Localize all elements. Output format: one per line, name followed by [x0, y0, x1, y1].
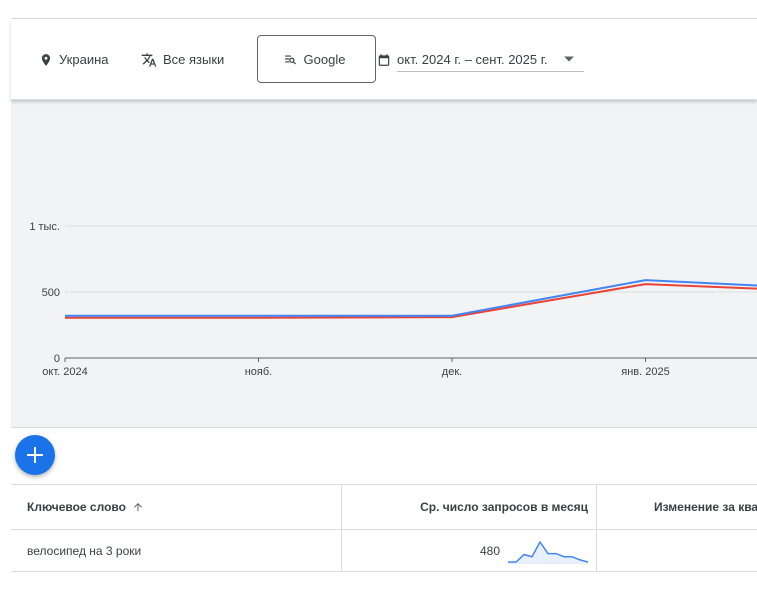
header-change[interactable]: Изменение за квартал — [596, 485, 757, 529]
avg-searches-cell: 480 — [341, 530, 596, 571]
series-line — [65, 279, 757, 317]
sparkline-line — [508, 540, 588, 563]
location-label: Украина — [59, 52, 109, 67]
x-tick-label: нояб. — [245, 366, 273, 378]
network-label: Google — [303, 51, 346, 67]
search-volume-chart: 0 500 1 тыс. окт. 2024 нояб. дек. янв. 2025 — [11, 100, 757, 428]
trend-sparkline — [508, 540, 588, 564]
y-tick-label: 1 тыс. — [29, 221, 60, 233]
plus-icon — [27, 447, 43, 463]
header-keyword[interactable]: Ключевое слово — [11, 485, 341, 529]
x-tick-label: окт. 2024 — [42, 366, 87, 378]
language-filter[interactable]: Все языки — [141, 19, 224, 100]
top-strip — [11, 0, 757, 19]
network-filter[interactable]: Google — [257, 35, 376, 83]
table-row[interactable]: велосипед на 3 роки 480 - — [11, 530, 757, 572]
header-keyword-label: Ключевое слово — [27, 500, 126, 514]
x-tick-label: янв. 2025 — [621, 366, 669, 378]
filter-bar: Украина Все языки Google окт. 2024 г. – … — [11, 19, 757, 100]
date-range-field[interactable]: окт. 2024 г. – сент. 2025 г. — [397, 48, 584, 72]
keyword-cell: велосипед на 3 роки — [11, 530, 341, 571]
add-keyword-button[interactable] — [15, 435, 55, 475]
date-range-label: окт. 2024 г. – сент. 2025 г. — [397, 51, 548, 67]
series-line — [65, 283, 757, 319]
header-change-label: Изменение за квартал — [654, 500, 757, 514]
action-row — [11, 428, 757, 485]
calendar-icon — [378, 53, 390, 66]
change-cell: - — [596, 530, 757, 571]
y-tick-label: 500 — [42, 287, 60, 299]
translate-icon — [141, 52, 157, 67]
date-range-filter[interactable]: окт. 2024 г. – сент. 2025 г. — [377, 19, 584, 100]
language-label: Все языки — [163, 52, 225, 67]
dropdown-caret-icon — [563, 56, 574, 62]
search-network-icon — [284, 55, 296, 65]
header-avg-searches[interactable]: Ср. число запросов в месяц — [341, 485, 596, 529]
keyword-table: Ключевое слово Ср. число запросов в меся… — [11, 484, 757, 572]
location-filter[interactable]: Украина — [39, 19, 109, 100]
x-tick-label: дек. — [442, 366, 462, 378]
y-tick-label: 0 — [54, 353, 60, 365]
sparkline-area — [508, 541, 588, 564]
header-avg-searches-label: Ср. число запросов в месяц — [420, 500, 588, 514]
arrow-up-icon — [133, 503, 142, 511]
table-header: Ключевое слово Ср. число запросов в меся… — [11, 484, 757, 530]
location-pin-icon — [41, 53, 51, 66]
chart-svg: 0 500 1 тыс. окт. 2024 нояб. дек. янв. 2025 — [29, 221, 757, 378]
keyword-text: велосипед на 3 роки — [27, 543, 142, 558]
avg-searches-value: 480 — [479, 543, 500, 558]
